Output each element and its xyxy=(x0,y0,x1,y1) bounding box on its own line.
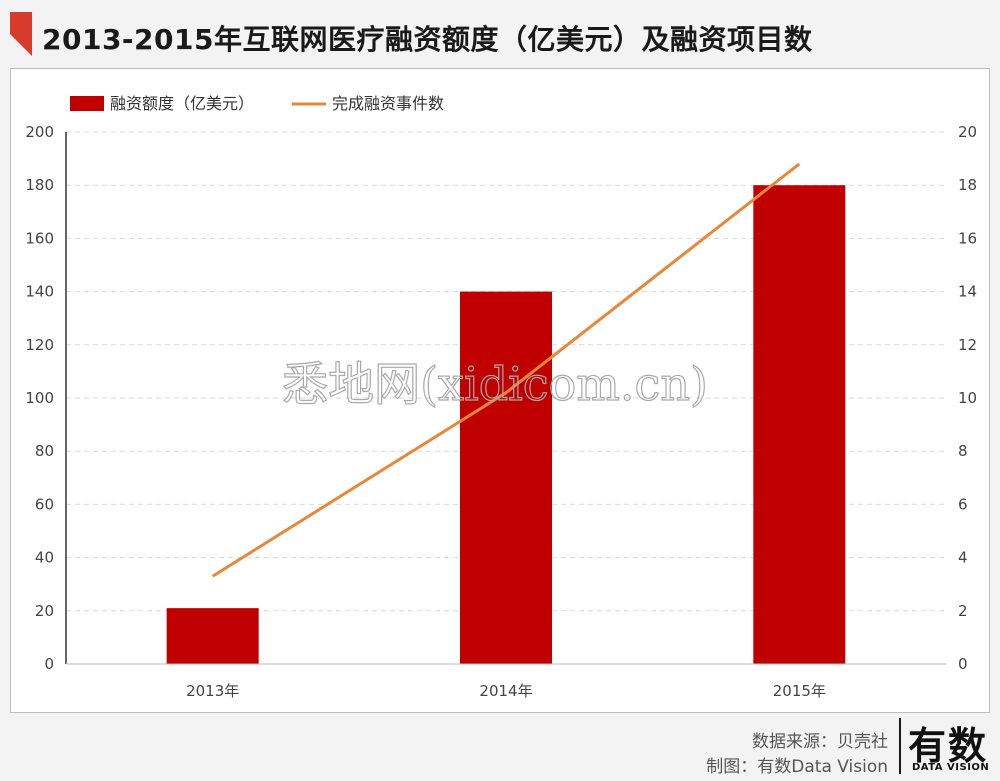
x-tick-label: 2015年 xyxy=(773,682,826,700)
y-left-tick-label: 60 xyxy=(35,495,54,513)
y-left-tick-label: 120 xyxy=(25,336,54,354)
y-left-tick-label: 40 xyxy=(35,549,54,567)
credit-note: 制图：有数Data Vision xyxy=(706,757,888,777)
y-right-tick-label: 8 xyxy=(958,442,968,460)
y-left-tick-label: 200 xyxy=(25,123,54,141)
y-right-tick-label: 0 xyxy=(958,655,968,673)
watermark-text: 悉地网(xidicom.cn) xyxy=(282,357,708,411)
bar xyxy=(166,608,259,664)
y-right-tick-label: 20 xyxy=(958,123,977,141)
y-left-tick-label: 80 xyxy=(35,442,54,460)
bar xyxy=(753,185,846,664)
title-accent-mark xyxy=(10,12,32,56)
brand-divider xyxy=(899,718,901,774)
y-left-tick-label: 140 xyxy=(25,283,54,301)
y-left-tick-label: 160 xyxy=(25,229,54,247)
y-right-tick-label: 18 xyxy=(958,176,977,194)
source-note: 数据来源：贝壳社 xyxy=(752,732,888,752)
y-left-tick-label: 20 xyxy=(35,602,54,620)
page-title: 2013-2015年互联网医疗融资额度（亿美元）及融资项目数 xyxy=(42,23,813,56)
x-tick-label: 2014年 xyxy=(479,682,532,700)
y-left-tick-label: 100 xyxy=(25,389,54,407)
y-left-tick-label: 0 xyxy=(44,655,54,673)
brand-logo-subtitle: DATA VISION xyxy=(912,762,990,773)
y-left-tick-label: 180 xyxy=(25,176,54,194)
y-right-tick-label: 2 xyxy=(958,602,968,620)
y-right-tick-label: 16 xyxy=(958,229,977,247)
y-right-tick-label: 6 xyxy=(958,495,968,513)
legend-label-bar: 融资额度（亿美元） xyxy=(110,94,254,113)
legend-label-line: 完成融资事件数 xyxy=(332,94,444,113)
legend-swatch-bar xyxy=(70,96,104,111)
y-right-tick-label: 10 xyxy=(958,389,977,407)
bar xyxy=(460,291,552,664)
y-right-tick-label: 14 xyxy=(958,283,977,301)
brand-logo-text: 有数 xyxy=(908,724,989,768)
y-right-tick-label: 4 xyxy=(958,549,968,567)
y-right-tick-label: 12 xyxy=(958,336,977,354)
x-tick-label: 2013年 xyxy=(186,682,239,700)
